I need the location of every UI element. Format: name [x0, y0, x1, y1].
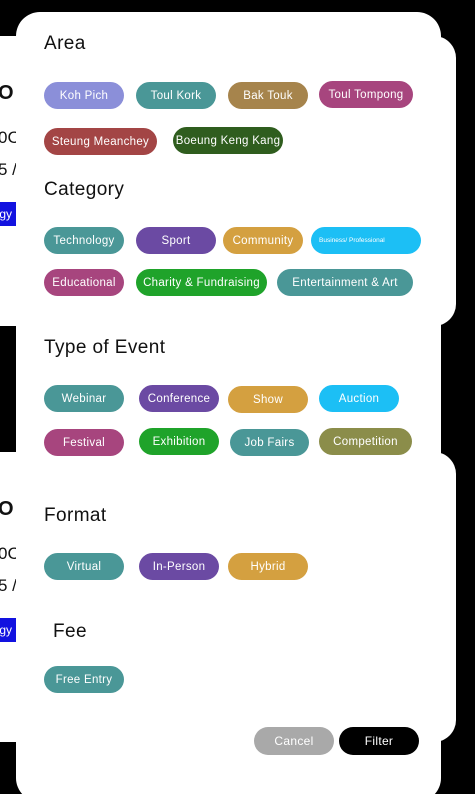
filter-panel: Area Koh Pich Toul Kork Bak Touk Toul To…: [16, 12, 441, 794]
area-chip-toul-tompong[interactable]: Toul Tompong: [319, 81, 413, 108]
chip-label: Boeung Keng Kang: [175, 134, 281, 147]
event-type-chip-auction[interactable]: Auction: [319, 385, 399, 412]
chip-label: Educational: [52, 276, 116, 289]
chip-label: Entertainment & Art: [292, 276, 398, 289]
area-chip-boeung-keng-kang[interactable]: Boeung Keng Kang: [173, 127, 283, 154]
format-title: Format: [44, 505, 107, 526]
chip-label: Job Fairs: [244, 436, 295, 449]
event-type-chip-exhibition[interactable]: Exhibition: [139, 428, 219, 455]
chip-label: Bak Touk: [243, 89, 293, 102]
category-badge: gy: [0, 618, 16, 642]
cancel-button-label: Cancel: [274, 734, 314, 748]
event-time-fragment: 5 /: [0, 576, 17, 595]
event-type-chip-competition[interactable]: Competition: [319, 428, 412, 455]
chip-label: Competition: [333, 435, 398, 448]
chip-label: Toul Tompong: [328, 88, 404, 101]
event-type-chip-job-fairs[interactable]: Job Fairs: [230, 429, 309, 456]
event-type-chip-conference[interactable]: Conference: [139, 385, 219, 412]
category-chip-sport[interactable]: Sport: [136, 227, 216, 254]
event-title-fragment: O: [0, 498, 14, 520]
event-type-chip-festival[interactable]: Festival: [44, 429, 124, 456]
category-chip-entertainment-art[interactable]: Entertainment & Art: [277, 269, 413, 296]
area-chip-steung-meanchey[interactable]: Steung Meanchey: [44, 128, 157, 155]
area-chip-koh-pich[interactable]: Koh Pich: [44, 82, 124, 109]
chip-label: Conference: [147, 392, 211, 405]
category-chip-charity-fundraising[interactable]: Charity & Fundraising: [136, 269, 267, 296]
chip-label: Festival: [62, 436, 106, 449]
filter-button[interactable]: Filter: [339, 727, 419, 755]
chip-label: Toul Kork: [150, 89, 202, 102]
category-chip-technology[interactable]: Technology: [44, 227, 124, 254]
event-date-fragment: 0C: [0, 544, 20, 563]
event-type-chip-webinar[interactable]: Webinar: [44, 385, 124, 412]
type-of-event-title: Type of Event: [44, 337, 166, 358]
format-chip-in-person[interactable]: In-Person: [139, 553, 219, 580]
chip-label: Sport: [161, 234, 191, 247]
category-chip-business-professional[interactable]: Business/ Professional: [311, 227, 421, 254]
chip-label: Steung Meanchey: [51, 135, 150, 148]
chip-label: Technology: [53, 234, 115, 247]
event-time-fragment: 5 /: [0, 160, 17, 179]
area-title: Area: [44, 33, 86, 54]
chip-label: Exhibition: [152, 435, 206, 448]
category-title: Category: [44, 179, 125, 200]
chip-label: Free Entry: [55, 673, 113, 686]
chip-label: Show: [253, 393, 283, 406]
chip-label: Community: [232, 234, 294, 247]
chip-label: Virtual: [66, 560, 102, 573]
chip-label: Webinar: [61, 392, 107, 405]
format-chip-virtual[interactable]: Virtual: [44, 553, 124, 580]
chip-label: Charity & Fundraising: [143, 276, 260, 289]
chip-label: Hybrid: [250, 560, 286, 573]
area-chip-bak-touk[interactable]: Bak Touk: [228, 82, 308, 109]
area-chip-toul-kork[interactable]: Toul Kork: [136, 82, 216, 109]
fee-chip-free-entry[interactable]: Free Entry: [44, 666, 124, 693]
event-title-fragment: O: [0, 82, 14, 104]
filter-button-label: Filter: [364, 734, 394, 748]
event-date-fragment: 0C: [0, 128, 20, 147]
category-badge: gy: [0, 202, 16, 226]
cancel-button[interactable]: Cancel: [254, 727, 334, 755]
format-chip-hybrid[interactable]: Hybrid: [228, 553, 308, 580]
event-type-chip-show[interactable]: Show: [228, 386, 308, 413]
chip-label: Koh Pich: [59, 89, 109, 102]
chip-label: Business/ Professional: [319, 237, 385, 244]
category-chip-community[interactable]: Community: [223, 227, 303, 254]
chip-label: In-Person: [152, 560, 206, 573]
fee-title: Fee: [53, 621, 87, 642]
category-chip-educational[interactable]: Educational: [44, 269, 124, 296]
chip-label: Auction: [338, 392, 380, 405]
